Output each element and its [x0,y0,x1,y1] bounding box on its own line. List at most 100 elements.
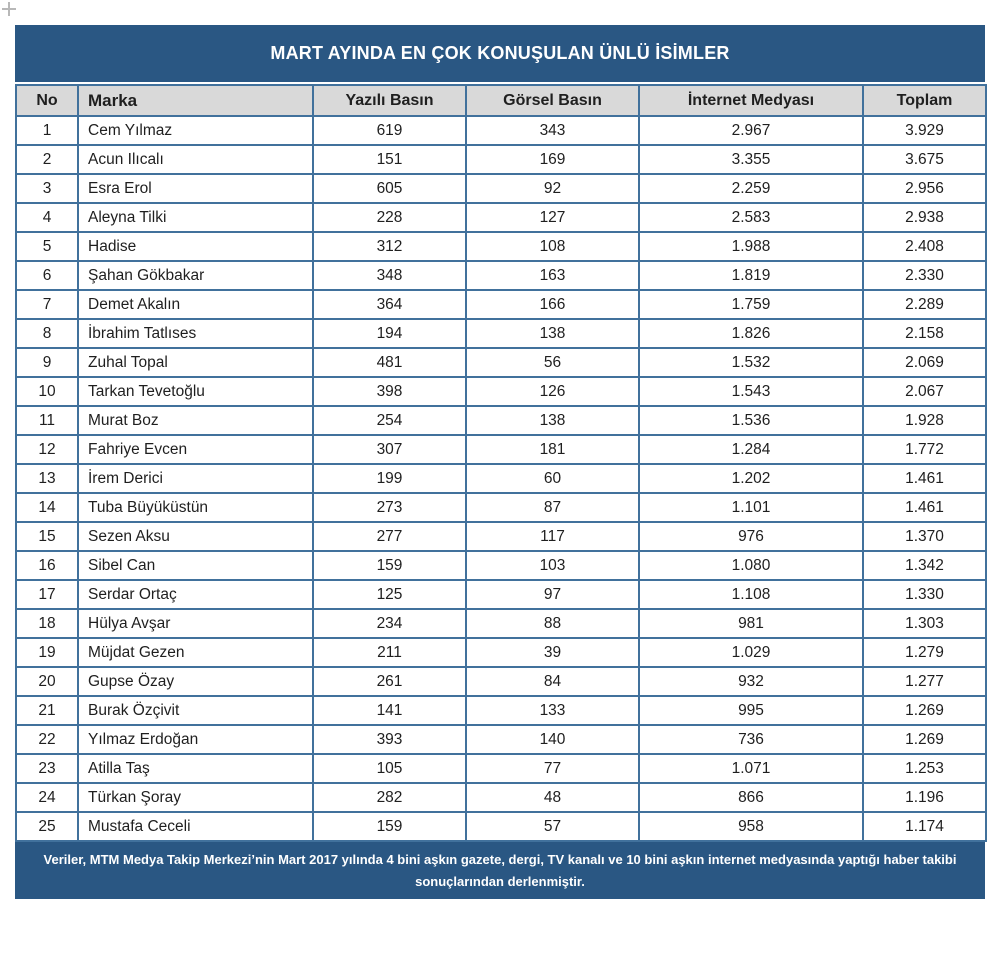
cell-no: 21 [15,695,79,726]
cell-marka: Serdar Ortaç [77,579,314,610]
column-header-yazili-basin: Yazılı Basın [312,84,467,117]
cell-marka: Fahriye Evcen [77,434,314,465]
cell-yazili-basin: 307 [312,434,467,465]
table-row: 8 İbrahim Tatlıses 194 138 1.826 2.158 [15,318,987,349]
table-row: 14 Tuba Büyüküstün 273 87 1.101 1.461 [15,492,987,523]
table-row: 18 Hülya Avşar 234 88 981 1.303 [15,608,987,639]
table-body: 1 Cem Yılmaz 619 343 2.967 3.929 2 Acun Ilıcalı… [15,115,987,842]
cell-marka: Tarkan Tevetoğlu [77,376,314,407]
cell-yazili-basin: 393 [312,724,467,755]
cell-gorsel-basin: 126 [465,376,640,407]
cell-internet-medyasi: 1.759 [638,289,864,320]
celebrity-mentions-table: MART AYINDA EN ÇOK KONUŞULAN ÜNLÜ İSİMLE… [15,25,987,899]
cell-no: 18 [15,608,79,639]
cell-toplam: 1.330 [862,579,987,610]
cell-internet-medyasi: 976 [638,521,864,552]
cell-toplam: 2.956 [862,173,987,204]
cell-marka: Burak Özçivit [77,695,314,726]
cell-gorsel-basin: 97 [465,579,640,610]
cell-gorsel-basin: 60 [465,463,640,494]
cell-no: 4 [15,202,79,233]
cell-yazili-basin: 282 [312,782,467,813]
cell-no: 9 [15,347,79,378]
cell-yazili-basin: 605 [312,173,467,204]
cell-yazili-basin: 141 [312,695,467,726]
cell-marka: Atilla Taş [77,753,314,784]
table-row: 10 Tarkan Tevetoğlu 398 126 1.543 2.067 [15,376,987,407]
cell-marka: Müjdat Gezen [77,637,314,668]
cell-marka: Acun Ilıcalı [77,144,314,175]
cell-marka: Yılmaz Erdoğan [77,724,314,755]
cell-no: 24 [15,782,79,813]
cell-marka: Cem Yılmaz [77,115,314,146]
cell-gorsel-basin: 77 [465,753,640,784]
cell-internet-medyasi: 736 [638,724,864,755]
table-row: 11 Murat Boz 254 138 1.536 1.928 [15,405,987,436]
cell-toplam: 1.269 [862,695,987,726]
cell-toplam: 1.277 [862,666,987,697]
cell-internet-medyasi: 2.967 [638,115,864,146]
table-row: 3 Esra Erol 605 92 2.259 2.956 [15,173,987,204]
cell-gorsel-basin: 39 [465,637,640,668]
cell-gorsel-basin: 57 [465,811,640,842]
column-header-toplam: Toplam [862,84,987,117]
cell-gorsel-basin: 138 [465,405,640,436]
cell-internet-medyasi: 866 [638,782,864,813]
cell-internet-medyasi: 1.101 [638,492,864,523]
cell-marka: Esra Erol [77,173,314,204]
cell-no: 15 [15,521,79,552]
cell-yazili-basin: 261 [312,666,467,697]
cell-no: 14 [15,492,79,523]
cell-no: 11 [15,405,79,436]
cell-gorsel-basin: 88 [465,608,640,639]
cell-gorsel-basin: 92 [465,173,640,204]
cell-no: 22 [15,724,79,755]
cell-gorsel-basin: 87 [465,492,640,523]
cell-no: 6 [15,260,79,291]
cell-gorsel-basin: 108 [465,231,640,262]
cell-marka: Hadise [77,231,314,262]
cell-gorsel-basin: 140 [465,724,640,755]
cell-internet-medyasi: 1.819 [638,260,864,291]
cell-toplam: 1.772 [862,434,987,465]
cell-gorsel-basin: 127 [465,202,640,233]
header-row: No Marka Yazılı Basın Görsel Basın İnter… [15,84,987,117]
cell-marka: Türkan Şoray [77,782,314,813]
table-row: 20 Gupse Özay 261 84 932 1.277 [15,666,987,697]
cell-toplam: 1.342 [862,550,987,581]
cell-no: 19 [15,637,79,668]
cell-toplam: 1.196 [862,782,987,813]
cell-yazili-basin: 159 [312,811,467,842]
cell-marka: Sezen Aksu [77,521,314,552]
cell-toplam: 2.289 [862,289,987,320]
cell-yazili-basin: 619 [312,115,467,146]
cell-internet-medyasi: 1.071 [638,753,864,784]
cell-internet-medyasi: 958 [638,811,864,842]
cell-toplam: 1.928 [862,405,987,436]
cell-marka: Mustafa Ceceli [77,811,314,842]
cell-gorsel-basin: 103 [465,550,640,581]
cell-marka: İrem Derici [77,463,314,494]
cell-internet-medyasi: 981 [638,608,864,639]
cell-internet-medyasi: 1.988 [638,231,864,262]
cell-yazili-basin: 125 [312,579,467,610]
cell-yazili-basin: 348 [312,260,467,291]
cell-marka: Murat Boz [77,405,314,436]
cell-toplam: 1.253 [862,753,987,784]
cell-marka: İbrahim Tatlıses [77,318,314,349]
cell-no: 2 [15,144,79,175]
cell-toplam: 3.675 [862,144,987,175]
table-title: MART AYINDA EN ÇOK KONUŞULAN ÜNLÜ İSİMLE… [15,25,985,82]
table-row: 15 Sezen Aksu 277 117 976 1.370 [15,521,987,552]
data-table: No Marka Yazılı Basın Görsel Basın İnter… [15,84,987,842]
cell-toplam: 2.067 [862,376,987,407]
cell-gorsel-basin: 48 [465,782,640,813]
table-move-handle-icon [2,2,16,16]
cell-internet-medyasi: 995 [638,695,864,726]
cell-toplam: 1.279 [862,637,987,668]
cell-toplam: 1.269 [862,724,987,755]
table-row: 13 İrem Derici 199 60 1.202 1.461 [15,463,987,494]
cell-marka: Şahan Gökbakar [77,260,314,291]
cell-internet-medyasi: 1.826 [638,318,864,349]
cell-internet-medyasi: 1.543 [638,376,864,407]
